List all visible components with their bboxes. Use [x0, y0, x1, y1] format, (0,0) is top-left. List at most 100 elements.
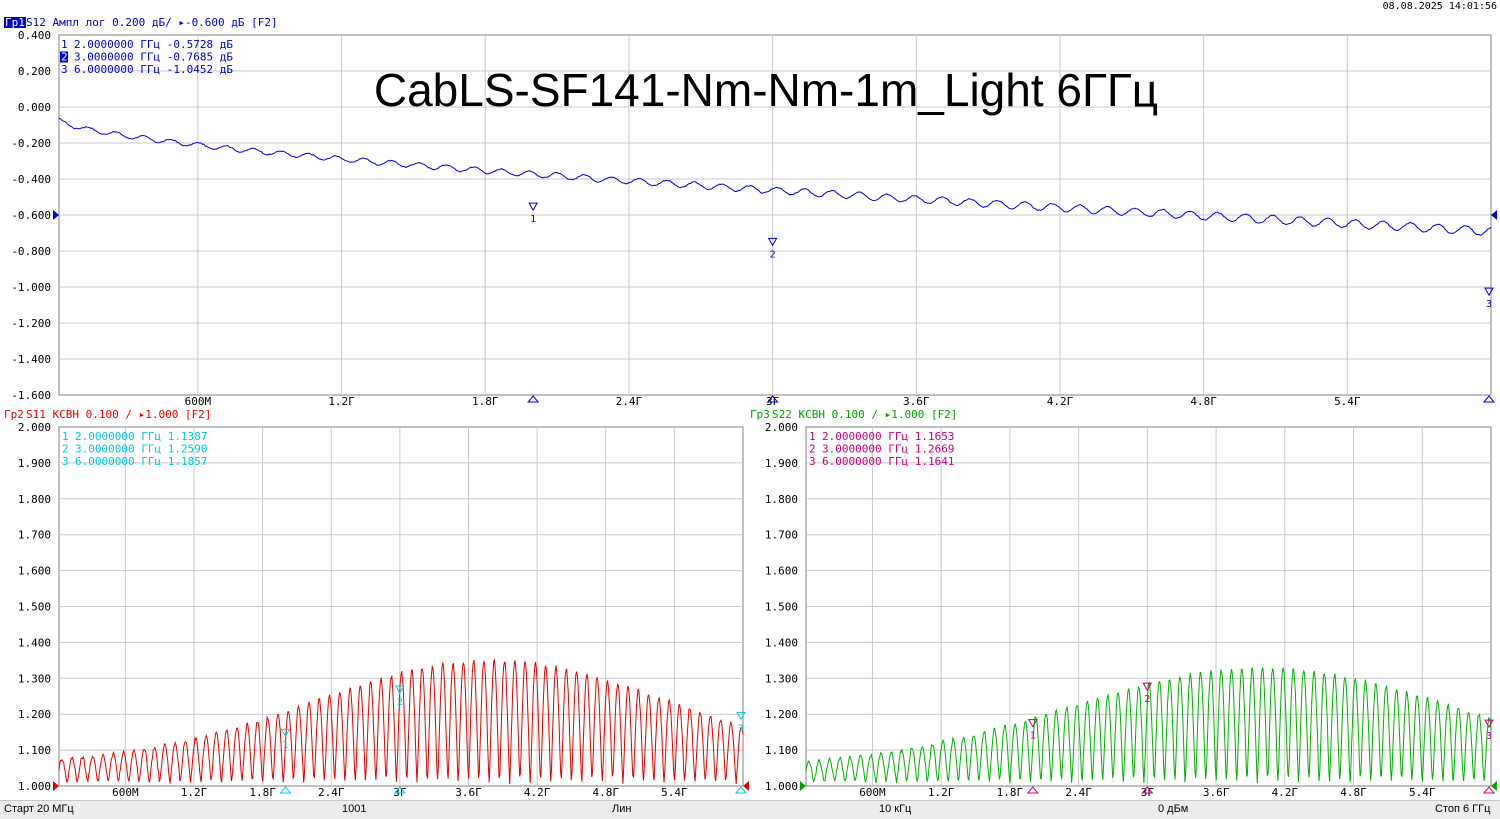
- x-tick-label: 600М: [859, 786, 886, 799]
- y-tick-label: 2.000: [765, 421, 798, 434]
- trace-tag[interactable]: Гр2: [4, 408, 24, 421]
- x-tick-label: 2.4Г: [318, 786, 345, 799]
- marker-table-num[interactable]: 1: [61, 38, 68, 51]
- chart-s11[interactable]: 2.000 1.900 1.800 1.700 1.600 1.500 1.400 1.300…: [4, 408, 749, 799]
- trace-header: S22 КСВН 0.100 / ▸1.000 [F2]: [772, 408, 957, 421]
- marker-1-label: 1: [282, 740, 288, 751]
- status-points[interactable]: 1001: [342, 803, 367, 815]
- marker-table-num[interactable]: 2: [809, 443, 816, 456]
- marker-2-stim[interactable]: [1141, 786, 1154, 794]
- y-tick-label: -0.800: [11, 245, 51, 258]
- marker-1-label: 1: [1030, 731, 1036, 742]
- x-tick-label: 3.6Г: [1203, 786, 1230, 799]
- trace-tag-bg: [4, 17, 26, 28]
- ref-level-arrow-right: [1491, 210, 1497, 220]
- marker-2-symbol[interactable]: [394, 685, 405, 695]
- x-tick-label: 1.2Г: [181, 786, 208, 799]
- status-bar: Старт 20 МГц 1001 Лин 10 кГц 0 дБм Стоп …: [0, 800, 1500, 819]
- chart-s22[interactable]: 2.000 1.900 1.800 1.700 1.600 1.500 1.400 1.300…: [750, 408, 1497, 799]
- marker-table-num[interactable]: 3: [61, 63, 68, 76]
- marker-1-symbol[interactable]: [1027, 719, 1038, 728]
- y-tick-label: -1.200: [11, 317, 51, 330]
- y-tick-label: 1.300: [765, 672, 798, 685]
- marker-2-symbol[interactable]: [767, 237, 778, 247]
- marker-2-symbol[interactable]: [1142, 682, 1153, 692]
- marker-table-num[interactable]: 1: [62, 430, 69, 443]
- y-tick-label: 1.400: [18, 636, 51, 649]
- marker-1-label: 1: [530, 214, 536, 225]
- marker-table-num[interactable]: 2: [61, 51, 68, 64]
- trace-line: [805, 667, 1492, 784]
- y-tick-label: 1.200: [18, 708, 51, 721]
- marker-table-value: 6.0000000 ГГц 1.1641: [822, 455, 954, 468]
- marker-3-label: 3: [1486, 731, 1492, 742]
- marker-3-stim[interactable]: [1482, 786, 1496, 794]
- x-tick-label: 4.8Г: [1340, 786, 1367, 799]
- y-tick-label: 0.000: [18, 101, 51, 114]
- marker-table-value: 2.0000000 ГГц -0.5728 дБ: [74, 38, 233, 51]
- marker-3-stim[interactable]: [734, 786, 748, 794]
- marker-1-symbol[interactable]: [280, 728, 291, 738]
- status-ifbw[interactable]: 10 кГц: [879, 803, 912, 815]
- x-tick-label: 4.2Г: [524, 786, 551, 799]
- trace-line: [58, 117, 1492, 236]
- y-tick-label: 0.200: [18, 65, 51, 78]
- x-tick-label: 4.2Г: [1047, 395, 1074, 408]
- x-tick-label: 4.8Г: [592, 786, 619, 799]
- y-tick-label: 1.300: [18, 672, 51, 685]
- y-tick-label: 1.100: [765, 744, 798, 757]
- trace-header: S12 Ампл лог 0.200 дБ/ ▸-0.600 дБ [F2]: [26, 16, 278, 29]
- marker-3-stim[interactable]: [1482, 395, 1496, 403]
- marker-3-symbol[interactable]: [1484, 287, 1494, 297]
- trace-line: [58, 658, 744, 785]
- marker-3-label: 3: [738, 723, 744, 734]
- ref-level-arrow-left: [800, 781, 806, 791]
- y-tick-label: 1.600: [765, 565, 798, 578]
- status-sweep-type[interactable]: Лин: [612, 803, 632, 815]
- marker-table-num[interactable]: 2: [62, 443, 69, 456]
- marker-3-symbol[interactable]: [736, 711, 746, 721]
- y-tick-label: 1.500: [765, 601, 798, 614]
- ref-level-arrow-left: [53, 781, 59, 791]
- chart-s12[interactable]: 0.400 0.200 0.000 -0.200 -0.400 -0.600 -0.800 -…: [4, 16, 1497, 408]
- y-tick-label: -0.600: [11, 209, 51, 222]
- status-start[interactable]: Старт 20 МГц: [4, 803, 74, 815]
- trace-header: S11 КСВН 0.100 / ▸1.000 [F2]: [26, 408, 211, 421]
- y-tick-label: 2.000: [18, 421, 51, 434]
- x-tick-label: 1.2Г: [928, 786, 955, 799]
- trace-tag[interactable]: Гр3: [750, 408, 770, 421]
- marker-table-num[interactable]: 3: [62, 455, 69, 468]
- x-tick-label: 1.2Г: [328, 395, 355, 408]
- status-stop[interactable]: Стоп 6 ГГц: [1435, 803, 1491, 815]
- marker-1-stim[interactable]: [1026, 786, 1039, 794]
- marker-table-num[interactable]: 3: [809, 455, 816, 468]
- x-tick-label: 4.2Г: [1272, 786, 1299, 799]
- x-tick-label: 2.4Г: [1065, 786, 1092, 799]
- marker-2-stim[interactable]: [766, 395, 779, 403]
- ref-level-arrow-right: [1491, 781, 1497, 791]
- y-tick-label: 1.600: [18, 565, 51, 578]
- marker-2-label: 2: [1144, 694, 1150, 705]
- marker-1-symbol[interactable]: [528, 202, 539, 212]
- y-tick-label: 1.500: [18, 601, 51, 614]
- y-tick-label: 1.200: [765, 708, 798, 721]
- ref-level-arrow-right: [743, 781, 749, 791]
- x-tick-label: 3.6Г: [455, 786, 482, 799]
- marker-table-num[interactable]: 1: [809, 430, 816, 443]
- x-tick-label: 600М: [185, 395, 212, 408]
- y-tick-label: 1.800: [18, 493, 51, 506]
- x-tick-label: 3.6Г: [903, 395, 930, 408]
- ref-level-arrow-left: [53, 210, 59, 220]
- y-tick-label: 1.900: [18, 457, 51, 470]
- y-tick-label: 1.000: [765, 780, 798, 793]
- marker-1-stim[interactable]: [527, 395, 540, 403]
- marker-2-label: 2: [770, 249, 776, 260]
- y-tick-label: 1.400: [765, 636, 798, 649]
- x-tick-label: 1.8Г: [997, 786, 1024, 799]
- status-power[interactable]: 0 дБм: [1158, 803, 1189, 815]
- marker-2-stim[interactable]: [393, 786, 406, 794]
- marker-1-stim[interactable]: [279, 786, 292, 794]
- marker-3-symbol[interactable]: [1484, 719, 1494, 729]
- trace-tag[interactable]: Гр1: [5, 16, 25, 29]
